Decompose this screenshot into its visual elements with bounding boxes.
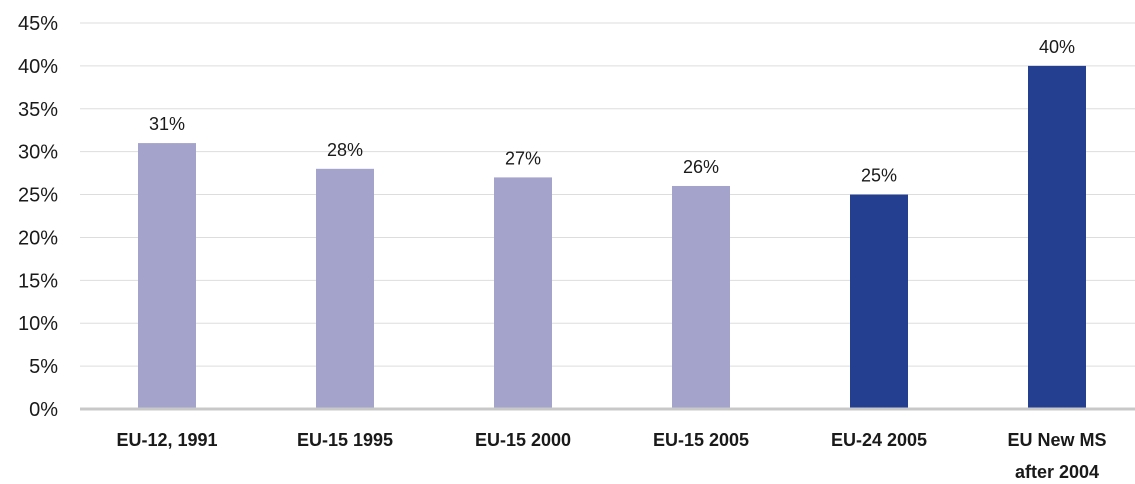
- bar: [138, 143, 196, 410]
- x-tick-label: EU New MS: [1007, 430, 1106, 450]
- x-tick-label: EU-15 2000: [475, 430, 571, 450]
- bar: [672, 185, 730, 409]
- data-label: 26%: [683, 157, 719, 177]
- x-tick-label: after 2004: [1015, 462, 1099, 482]
- y-tick-label: 10%: [18, 313, 58, 335]
- x-tick-label: EU-12, 1991: [116, 430, 217, 450]
- y-tick-label: 20%: [18, 227, 58, 249]
- y-tick-label: 45%: [18, 13, 58, 35]
- data-label: 27%: [505, 148, 541, 168]
- y-tick-label: 5%: [29, 356, 58, 378]
- x-tick-label: EU-24 2005: [831, 430, 927, 450]
- y-tick-label: 40%: [18, 56, 58, 78]
- x-axis: EU-12, 1991 EU-15 1995 EU-15 2000 EU-15 200…: [80, 407, 1135, 482]
- data-label: 40%: [1039, 37, 1075, 57]
- bar: [494, 177, 552, 409]
- gridlines: [80, 22, 1135, 367]
- bars: [138, 65, 1086, 410]
- data-labels: 31% 28% 27% 26% 25% 40%: [149, 37, 1075, 186]
- y-axis: 0% 5% 10% 15% 20% 25% 30% 35% 40% 45%: [18, 13, 58, 421]
- bar: [316, 168, 374, 409]
- data-label: 31%: [149, 114, 185, 134]
- y-tick-label: 0%: [29, 399, 58, 421]
- bar: [1028, 65, 1086, 409]
- bar: [850, 194, 908, 409]
- y-tick-label: 35%: [18, 99, 58, 121]
- x-tick-label: EU-15 2005: [653, 430, 749, 450]
- y-tick-label: 30%: [18, 142, 58, 164]
- y-tick-label: 15%: [18, 270, 58, 292]
- x-tick-label: EU-15 1995: [297, 430, 393, 450]
- y-tick-label: 25%: [18, 185, 58, 207]
- data-label: 25%: [861, 166, 897, 186]
- data-label: 28%: [327, 140, 363, 160]
